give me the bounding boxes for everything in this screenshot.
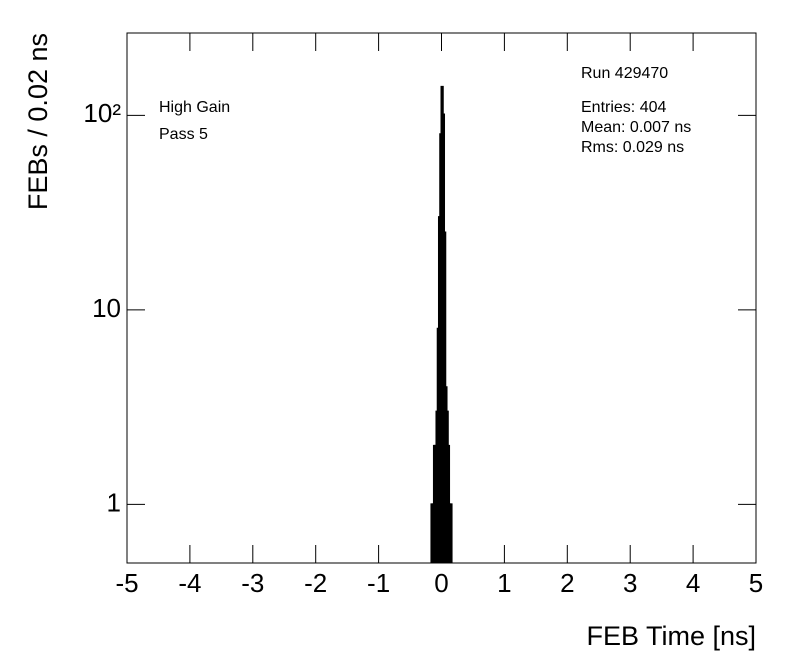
stats-line: Run 429470 xyxy=(581,65,668,82)
x-tick-label: -5 xyxy=(115,568,138,598)
x-tick-label: -1 xyxy=(367,568,390,598)
stats-line: Entries: 404 xyxy=(581,99,666,116)
x-tick-label: 1 xyxy=(497,568,511,598)
annotation: High Gain xyxy=(159,99,230,116)
x-tick-label: 5 xyxy=(749,568,763,598)
x-axis-title: FEB Time [ns] xyxy=(586,621,756,651)
x-tick-label: -4 xyxy=(178,568,201,598)
annotation: Pass 5 xyxy=(159,126,208,143)
stats-line: Rms: 0.029 ns xyxy=(581,139,684,156)
x-tick-label: 4 xyxy=(686,568,700,598)
stats-line: Mean: 0.007 ns xyxy=(581,119,691,136)
y-tick-label: 10 xyxy=(92,293,121,323)
y-tick-label: 10² xyxy=(83,98,121,128)
x-tick-label: 2 xyxy=(560,568,574,598)
y-axis-title: FEBs / 0.02 ns xyxy=(23,33,53,210)
x-tick-label: -2 xyxy=(304,568,327,598)
y-tick-label: 1 xyxy=(107,487,121,517)
x-tick-label: -3 xyxy=(241,568,264,598)
x-tick-label: 0 xyxy=(434,568,448,598)
x-tick-label: 3 xyxy=(623,568,637,598)
bar xyxy=(449,503,453,563)
